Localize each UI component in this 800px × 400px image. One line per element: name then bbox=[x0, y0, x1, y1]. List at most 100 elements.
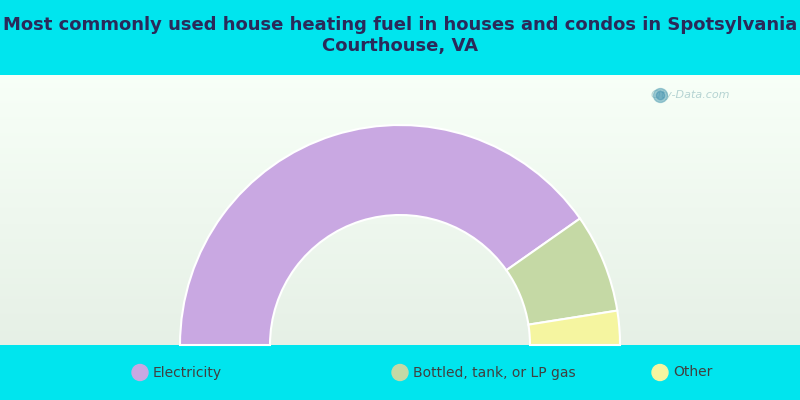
Bar bbox=[0, 228, 800, 230]
Bar bbox=[0, 264, 800, 266]
Bar bbox=[0, 166, 800, 167]
Bar bbox=[0, 131, 800, 133]
Bar bbox=[0, 157, 800, 159]
Text: Electricity: Electricity bbox=[153, 366, 222, 380]
Bar bbox=[0, 166, 800, 168]
Bar bbox=[0, 115, 800, 116]
Bar bbox=[0, 310, 800, 312]
Bar bbox=[0, 341, 800, 342]
Bar bbox=[0, 185, 800, 186]
Bar bbox=[0, 342, 800, 343]
Bar bbox=[0, 172, 800, 173]
Bar bbox=[0, 184, 800, 186]
Bar bbox=[0, 324, 800, 325]
Circle shape bbox=[392, 364, 408, 380]
Bar bbox=[0, 332, 800, 333]
Wedge shape bbox=[528, 310, 620, 345]
Bar bbox=[0, 243, 800, 244]
Bar bbox=[0, 144, 800, 145]
Bar bbox=[0, 330, 800, 332]
Bar bbox=[0, 112, 800, 114]
Bar bbox=[0, 116, 800, 117]
Bar bbox=[0, 272, 800, 274]
Bar bbox=[0, 212, 800, 214]
Bar bbox=[0, 270, 800, 271]
Bar bbox=[0, 126, 800, 127]
Bar bbox=[0, 279, 800, 280]
Bar bbox=[0, 274, 800, 275]
Bar bbox=[0, 170, 800, 171]
Bar bbox=[0, 162, 800, 163]
Bar bbox=[0, 107, 800, 108]
Bar bbox=[0, 328, 800, 330]
Bar bbox=[0, 241, 800, 242]
Bar bbox=[0, 79, 800, 80]
Bar bbox=[0, 239, 800, 240]
Bar bbox=[0, 137, 800, 138]
Bar bbox=[0, 329, 800, 330]
Bar bbox=[0, 228, 800, 229]
Bar bbox=[0, 317, 800, 318]
Bar bbox=[0, 122, 800, 124]
Bar bbox=[0, 257, 800, 258]
Bar bbox=[0, 300, 800, 301]
Bar bbox=[0, 336, 800, 337]
Bar bbox=[0, 76, 800, 77]
Bar bbox=[0, 179, 800, 180]
Bar bbox=[0, 178, 800, 179]
Bar bbox=[0, 181, 800, 182]
Bar bbox=[0, 110, 800, 112]
Bar bbox=[0, 313, 800, 314]
Bar bbox=[0, 215, 800, 216]
Bar bbox=[0, 254, 800, 256]
Bar bbox=[0, 128, 800, 130]
Bar bbox=[0, 326, 800, 327]
Text: Other: Other bbox=[673, 366, 712, 380]
Bar bbox=[0, 196, 800, 198]
Bar bbox=[0, 229, 800, 231]
Bar bbox=[0, 300, 800, 302]
Bar bbox=[0, 119, 800, 120]
Bar bbox=[0, 268, 800, 270]
Bar bbox=[0, 146, 800, 147]
Bar bbox=[0, 95, 800, 97]
Bar bbox=[0, 319, 800, 321]
Bar bbox=[0, 264, 800, 265]
Bar bbox=[0, 230, 800, 232]
Bar bbox=[0, 225, 800, 226]
Bar bbox=[0, 94, 800, 95]
Bar bbox=[0, 244, 800, 245]
Bar bbox=[0, 140, 800, 142]
Bar bbox=[0, 174, 800, 175]
Bar bbox=[0, 154, 800, 155]
Bar bbox=[0, 271, 800, 272]
Bar bbox=[0, 198, 800, 199]
Bar bbox=[0, 221, 800, 222]
Bar bbox=[0, 149, 800, 150]
Bar bbox=[0, 302, 800, 304]
Bar bbox=[0, 336, 800, 338]
Bar bbox=[0, 173, 800, 174]
Bar bbox=[0, 282, 800, 283]
Bar bbox=[0, 318, 800, 319]
Bar bbox=[0, 238, 800, 240]
Bar bbox=[0, 295, 800, 296]
Text: Most commonly used house heating fuel in houses and condos in Spotsylvania
Court: Most commonly used house heating fuel in… bbox=[3, 16, 797, 55]
Bar bbox=[0, 219, 800, 221]
Bar bbox=[0, 280, 800, 281]
Bar bbox=[0, 262, 800, 264]
Bar bbox=[0, 274, 800, 276]
Bar bbox=[0, 294, 800, 296]
Bar bbox=[0, 156, 800, 157]
Bar bbox=[0, 84, 800, 85]
Bar bbox=[0, 316, 800, 317]
Bar bbox=[0, 208, 800, 209]
Bar bbox=[0, 218, 800, 220]
Bar bbox=[0, 192, 800, 194]
Bar bbox=[0, 192, 800, 193]
Bar bbox=[0, 92, 800, 94]
Bar bbox=[0, 246, 800, 248]
Bar bbox=[0, 92, 800, 93]
Bar bbox=[0, 83, 800, 84]
Bar bbox=[0, 233, 800, 234]
